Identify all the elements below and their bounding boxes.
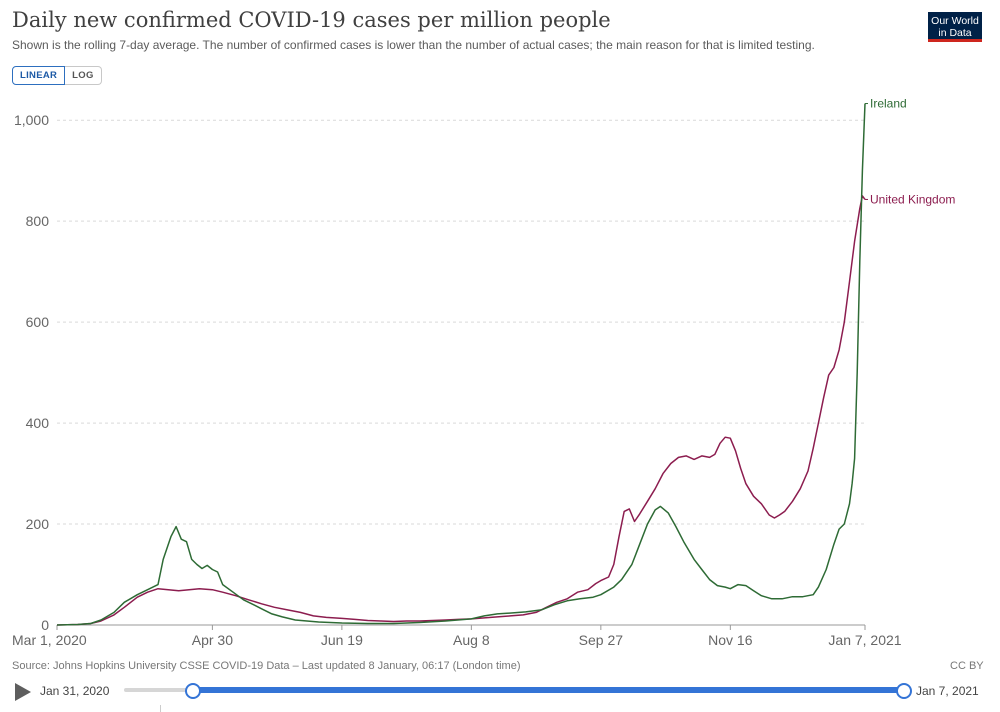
linear-scale-button[interactable]: LINEAR (12, 66, 66, 85)
owid-logo[interactable]: Our World in Data (928, 12, 982, 42)
x-tick-label: Apr 30 (192, 632, 233, 648)
series-line-united-kingdom (56, 195, 866, 626)
x-tick-label: Jun 19 (321, 632, 363, 648)
chart-title: Daily new confirmed COVID-19 cases per m… (12, 8, 611, 32)
chart-subtitle: Shown is the rolling 7-day average. The … (12, 38, 815, 52)
grid-layer (57, 119, 865, 525)
x-tick-label: Aug 8 (453, 632, 490, 648)
line-chart: 0 200 400 600 800 1,000 Mar 1, 2020 Apr 30 Jun 1… (12, 97, 955, 648)
x-tick-label: Mar 1, 2020 (12, 632, 87, 648)
log-scale-button[interactable]: LOG (65, 66, 102, 85)
series-label-united-kingdom: United Kingdom (870, 192, 955, 206)
timeline-selected-range[interactable] (192, 687, 904, 693)
axis-layer: 0 200 400 600 800 1,000 Mar 1, 2020 Apr 30 Jun 1… (12, 112, 902, 648)
timeline-start-label: Jan 31, 2020 (40, 684, 110, 698)
y-tick-label: 0 (41, 617, 49, 633)
logo-line-1: Our World (931, 15, 979, 27)
x-tick-label: Sep 27 (579, 632, 624, 648)
x-tick-label: Nov 16 (708, 632, 753, 648)
series-line-ireland (56, 103, 866, 626)
play-icon[interactable] (15, 683, 31, 701)
timeline-start-handle[interactable] (185, 683, 201, 699)
source-note: Source: Johns Hopkins University CSSE CO… (12, 660, 521, 672)
timeline-end-handle[interactable] (896, 683, 912, 699)
y-tick-label: 1,000 (14, 112, 49, 128)
y-tick-label: 200 (26, 516, 50, 532)
scale-toggle: LINEAR LOG (12, 66, 102, 85)
y-tick-label: 600 (26, 314, 50, 330)
divider (160, 705, 161, 712)
y-tick-label: 400 (26, 415, 50, 431)
x-tick-label: Jan 7, 2021 (828, 632, 901, 648)
series-label-ireland: Ireland (870, 97, 907, 111)
y-tick-label: 800 (26, 213, 50, 229)
license-link[interactable]: CC BY (950, 660, 984, 672)
series-layer (56, 103, 866, 626)
timeline-end-label: Jan 7, 2021 (916, 684, 979, 698)
label-layer: Ireland United Kingdom (865, 97, 955, 206)
logo-line-2: in Data (938, 27, 972, 39)
